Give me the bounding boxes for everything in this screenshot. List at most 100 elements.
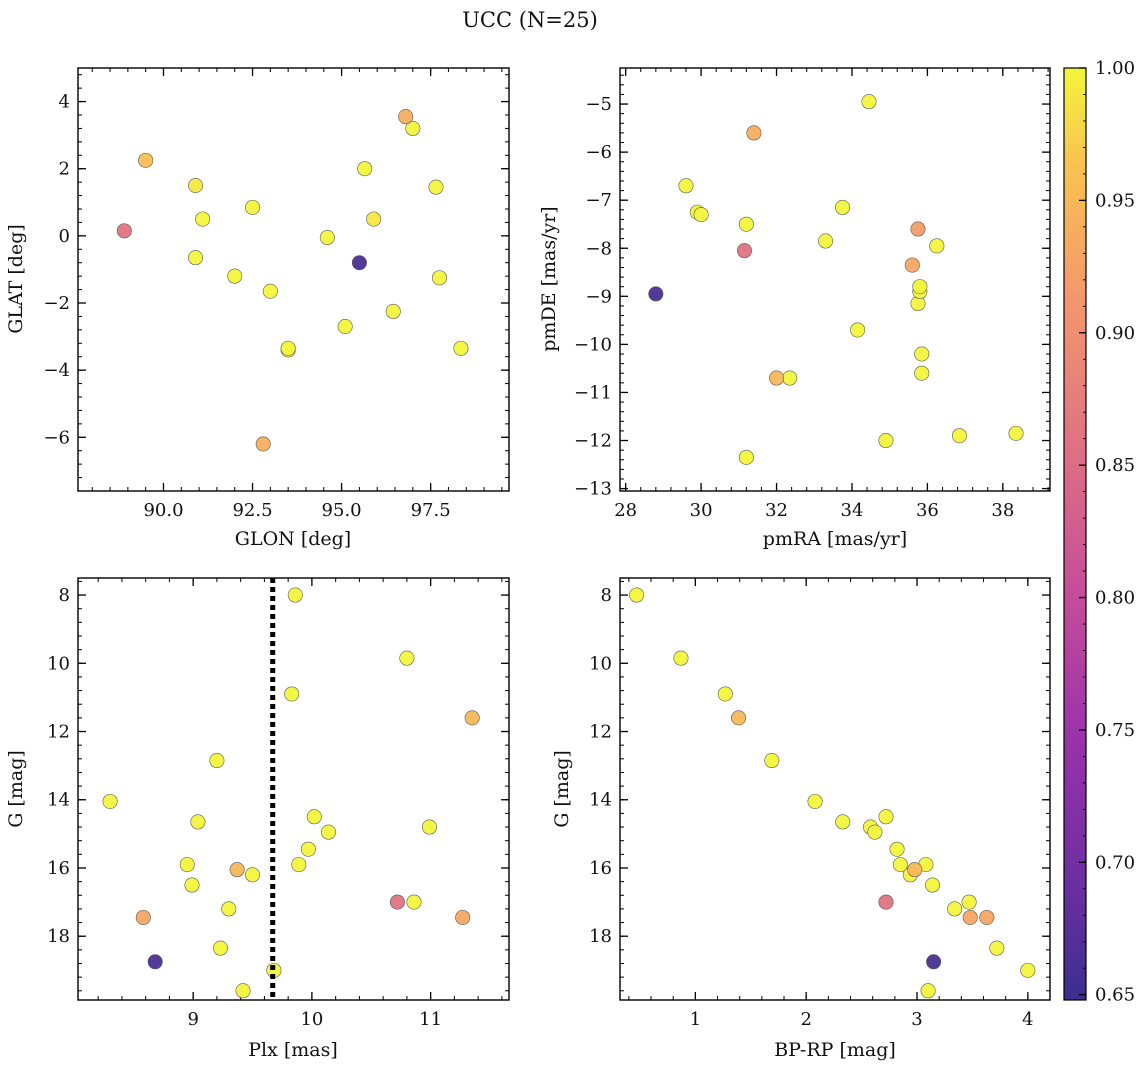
scatter-point <box>979 909 995 925</box>
scatter-point <box>385 303 401 319</box>
scatter-point <box>914 346 930 362</box>
y-tick-label: −4 <box>43 360 70 381</box>
scatter-point <box>878 894 894 910</box>
scatter-point <box>221 901 237 917</box>
x-axis-label: pmRA [mas/yr] <box>763 528 907 550</box>
y-tick-label: −5 <box>585 94 612 115</box>
scatter-point <box>421 819 437 835</box>
scatter-point <box>102 793 118 809</box>
data-layer <box>116 109 469 452</box>
scatter-point <box>245 199 261 215</box>
x-tick-label: 95.0 <box>322 500 362 521</box>
scatter-point <box>1020 962 1036 978</box>
y-tick-label: 16 <box>47 858 70 879</box>
x-tick-label: 4 <box>1022 1009 1033 1030</box>
scatter-point <box>227 268 243 284</box>
x-tick-label: 34 <box>841 500 864 521</box>
scatter-point <box>1008 425 1024 441</box>
data-layer <box>102 578 480 1000</box>
x-tick-label: 97.5 <box>411 500 451 521</box>
x-tick-label: 3 <box>911 1009 922 1030</box>
scatter-point <box>920 983 936 999</box>
scatter-point <box>138 152 154 168</box>
x-tick-label: 92.5 <box>232 500 272 521</box>
scatter-point <box>835 814 851 830</box>
y-tick-label: −8 <box>585 238 612 259</box>
scatter-point <box>389 894 405 910</box>
colorbar-tick-label: 0.80 <box>1095 588 1135 609</box>
scatter-point <box>925 877 941 893</box>
scatter-point <box>147 954 163 970</box>
y-tick-label: −7 <box>585 190 612 211</box>
colorbar-tick-label: 0.70 <box>1095 852 1135 873</box>
colorbar-gradient <box>1063 67 1087 1001</box>
scatter-point <box>306 809 322 825</box>
y-tick-label: 12 <box>47 722 70 743</box>
axes-frame <box>619 67 1051 492</box>
colorbar-tick-label: 0.75 <box>1095 720 1135 741</box>
scatter-point <box>245 867 261 883</box>
x-tick-label: 36 <box>916 500 939 521</box>
colorbar-tick-label: 0.65 <box>1095 985 1135 1006</box>
scatter-point <box>769 370 785 386</box>
scatter-point <box>738 449 754 465</box>
scatter-point <box>912 279 928 295</box>
x-tick-label: 30 <box>690 500 713 521</box>
scatter-point <box>904 257 920 273</box>
colorbar-tick-label: 0.95 <box>1095 190 1135 211</box>
x-tick-label: 1 <box>690 1009 701 1030</box>
scatter-point <box>738 216 754 232</box>
scatter-point <box>351 255 367 271</box>
scatter-point <box>399 650 415 666</box>
panel-plx-g: 9 10 11 8 10 12 14 16 18 Plx [mas] G [mag] <box>5 577 510 1061</box>
y-tick-label: 8 <box>601 585 612 606</box>
panel-glon-glat: 90.0 92.5 95.0 97.5 4 2 0 −2 −4 −6 GLON [deg] GLAT … <box>5 67 510 550</box>
y-tick-label: 0 <box>59 226 70 247</box>
scatter-point <box>212 940 228 956</box>
scatter-point <box>300 841 316 857</box>
y-tick-label: −2 <box>43 293 70 314</box>
x-tick-label: 11 <box>419 1009 442 1030</box>
scatter-point <box>135 909 151 925</box>
scatter-point <box>989 940 1005 956</box>
y-tick-label: −11 <box>574 382 612 403</box>
scatter-point <box>432 270 448 286</box>
scatter-point <box>453 340 469 356</box>
scatter-point <box>229 862 245 878</box>
x-tick-label: 90.0 <box>143 500 183 521</box>
y-tick-label: 14 <box>589 790 612 811</box>
scatter-point <box>892 857 908 873</box>
y-axis-label: pmDE [mas/yr] <box>538 206 560 351</box>
scatter-point <box>648 286 664 302</box>
scatter-point <box>366 211 382 227</box>
scatter-point <box>717 686 733 702</box>
scatter-point <box>209 753 225 769</box>
scatter-point <box>464 710 480 726</box>
scatter-point <box>818 233 834 249</box>
scatter-point <box>962 909 978 925</box>
scatter-point <box>188 178 204 194</box>
scatter-point <box>280 340 296 356</box>
scatter-point <box>861 94 877 110</box>
scatter-point <box>731 710 747 726</box>
y-tick-label: 12 <box>589 722 612 743</box>
scatter-point <box>929 238 945 254</box>
scatter-point <box>321 824 337 840</box>
scatter-point <box>746 125 762 141</box>
scatter-point <box>319 230 335 246</box>
y-tick-label: −6 <box>43 427 70 448</box>
scatter-point <box>455 909 471 925</box>
scatter-point <box>878 433 894 449</box>
scatter-point <box>961 894 977 910</box>
y-tick-label: 16 <box>589 858 612 879</box>
y-tick-label: 4 <box>59 92 70 113</box>
x-axis-label: GLON [deg] <box>235 528 351 550</box>
scatter-point <box>951 428 967 444</box>
colorbar-tick-label: 0.85 <box>1095 455 1135 476</box>
scatter-point <box>262 283 278 299</box>
x-axis-label: BP-RP [mag] <box>774 1039 896 1061</box>
panel-pmra-pmde: 28 30 32 34 36 38 −5 −6 −7 −8 −9 −10 −11 −12 −13 pmRA [… <box>538 67 1051 550</box>
x-tick-label: 2 <box>800 1009 811 1030</box>
scatter-point <box>428 179 444 195</box>
